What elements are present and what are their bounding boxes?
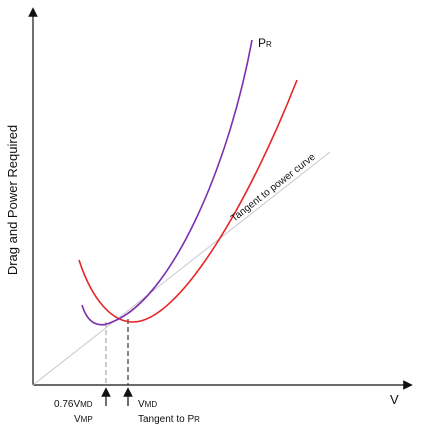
tangent-line [32, 151, 331, 386]
label-part: R [194, 415, 200, 424]
marker-left-line1: 0.76VMD [54, 399, 93, 410]
y-axis-label: Drag and Power Required [5, 125, 20, 275]
tangent-label: Tangent to power curve [229, 151, 318, 224]
label-part: P [258, 36, 266, 50]
marker-left-line2: VMP [74, 414, 93, 425]
label-part: MP [81, 415, 93, 424]
label-part: V [74, 414, 81, 425]
label-part: MD [80, 400, 93, 409]
label-part: Tangent to P [138, 414, 194, 425]
label-part: R [266, 40, 272, 49]
label-part: MD [145, 400, 158, 409]
marker-right-line2: Tangent to PR [138, 414, 200, 425]
label-part: V [138, 399, 145, 410]
curve-label: PR [258, 36, 272, 50]
drag-curve [78, 79, 298, 323]
label-part: 0.76V [54, 399, 80, 410]
power-curve [81, 39, 253, 326]
x-axis-label: V [390, 392, 399, 407]
marker-right-line1: VMD [138, 399, 157, 410]
